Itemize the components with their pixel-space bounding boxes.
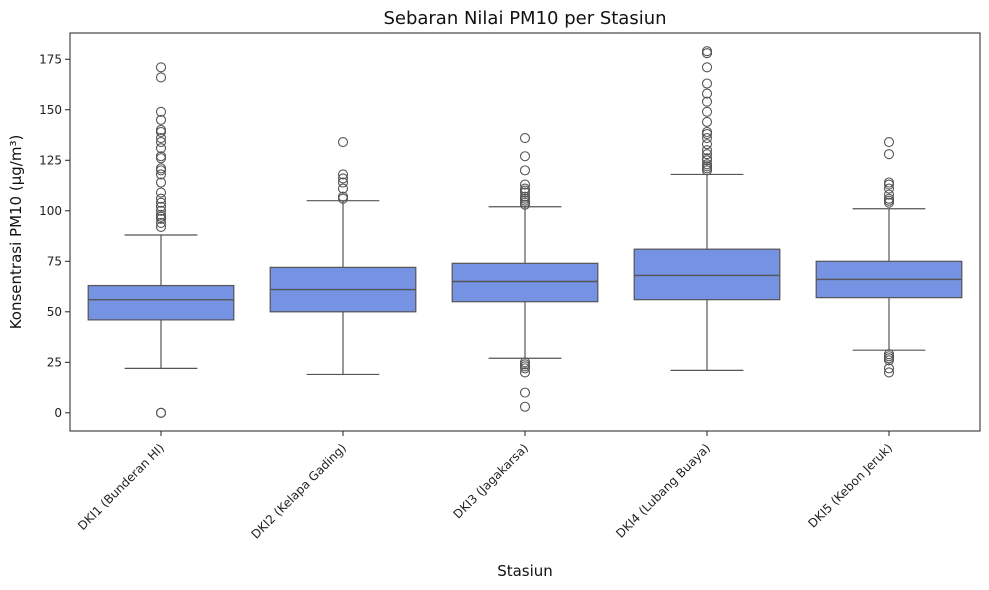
outlier-point: [155, 143, 167, 154]
y-tick-label: 125: [39, 153, 62, 167]
outlier-point: [519, 165, 531, 176]
x-tick-label: DKI3 (Jagakarsa): [451, 441, 532, 522]
outlier-point: [155, 169, 167, 180]
outlier-point: [155, 205, 167, 216]
y-tick-label: 150: [39, 103, 62, 117]
outlier-point: [155, 407, 167, 418]
outlier-point: [883, 137, 895, 148]
outlier-point: [701, 106, 713, 117]
outlier-point: [155, 137, 167, 148]
outlier-point: [155, 177, 167, 188]
outlier-point: [883, 189, 895, 200]
outlier-point: [155, 151, 167, 162]
x-tick-label: DKI2 (Kelapa Gading): [248, 441, 349, 542]
outlier-point: [337, 177, 349, 188]
outlier-point: [883, 177, 895, 188]
outlier-point: [155, 217, 167, 228]
outlier-point: [155, 133, 167, 144]
outlier-point: [701, 116, 713, 127]
outlier-point: [701, 153, 713, 164]
iqr-box: [451, 262, 599, 303]
outlier-point: [701, 126, 713, 138]
outlier-point: [519, 401, 531, 412]
outlier-point: [519, 151, 531, 162]
outlier-point: [701, 48, 713, 59]
outlier-point: [701, 139, 713, 150]
outlier-point: [701, 149, 713, 160]
y-tick-label: 175: [39, 52, 62, 66]
outlier-point: [701, 159, 713, 170]
outlier-point: [701, 62, 713, 73]
outlier-point: [337, 173, 349, 184]
outlier-point: [519, 367, 531, 378]
outlier-point: [883, 149, 895, 160]
y-tick-label: 75: [47, 254, 62, 268]
x-axis-label: Stasiun: [497, 562, 553, 580]
outlier-point: [337, 191, 349, 202]
outlier-point: [155, 72, 167, 83]
y-tick-label: 0: [54, 406, 62, 420]
y-axis-label: Konsentrasi PM10 (µg/m³): [7, 135, 25, 330]
outlier-point: [155, 62, 167, 73]
plot-area: 0 25 50 75 100 125 150 175 DKI1 (Bunderan HI) DKI…: [39, 46, 963, 542]
outlier-point: [155, 126, 167, 138]
outlier-point: [701, 88, 713, 99]
outlier-point: [155, 201, 167, 212]
outlier-point: [155, 153, 167, 164]
outlier-point: [519, 179, 531, 190]
y-tick-label: 100: [39, 204, 62, 218]
x-tick-label: DKI5 (Kebon Jeruk): [805, 441, 895, 531]
iqr-box: [633, 248, 781, 301]
outlier-point: [883, 349, 895, 360]
outlier-point: [155, 124, 167, 136]
outlier-point: [155, 197, 167, 208]
outlier-point: [883, 363, 895, 374]
outlier-point: [337, 169, 349, 180]
outlier-point: [701, 133, 713, 144]
outlier-point: [337, 137, 349, 148]
outlier-point: [519, 183, 531, 194]
outlier-point: [883, 367, 895, 378]
chart-title: Sebaran Nilai PM10 per Stasiun: [383, 8, 666, 29]
outlier-point: [519, 191, 531, 202]
outlier-point: [337, 183, 349, 194]
plot-frame: [69, 32, 981, 432]
outlier-point: [155, 209, 167, 220]
outlier-point: [701, 96, 713, 107]
x-tick-label: DKI4 (Lubang Buaya): [613, 441, 713, 541]
outlier-point: [701, 78, 713, 89]
iqr-box: [87, 284, 235, 321]
outlier-point: [883, 193, 895, 204]
y-tick-label: 25: [47, 355, 62, 369]
outlier-point: [155, 193, 167, 204]
y-tick-label: 50: [47, 305, 62, 319]
outlier-point: [519, 387, 531, 398]
outlier-point: [155, 106, 167, 117]
outlier-point: [519, 357, 531, 368]
outlier-point: [701, 46, 713, 57]
x-tick-label: DKI1 (Bunderan HI): [75, 441, 167, 533]
outlier-point: [155, 163, 167, 174]
outlier-point: [155, 221, 167, 232]
outlier-point: [155, 187, 167, 198]
outlier-point: [519, 133, 531, 144]
outlier-point: [155, 114, 167, 125]
outlier-point: [883, 183, 895, 194]
outlier-point: [701, 145, 713, 156]
